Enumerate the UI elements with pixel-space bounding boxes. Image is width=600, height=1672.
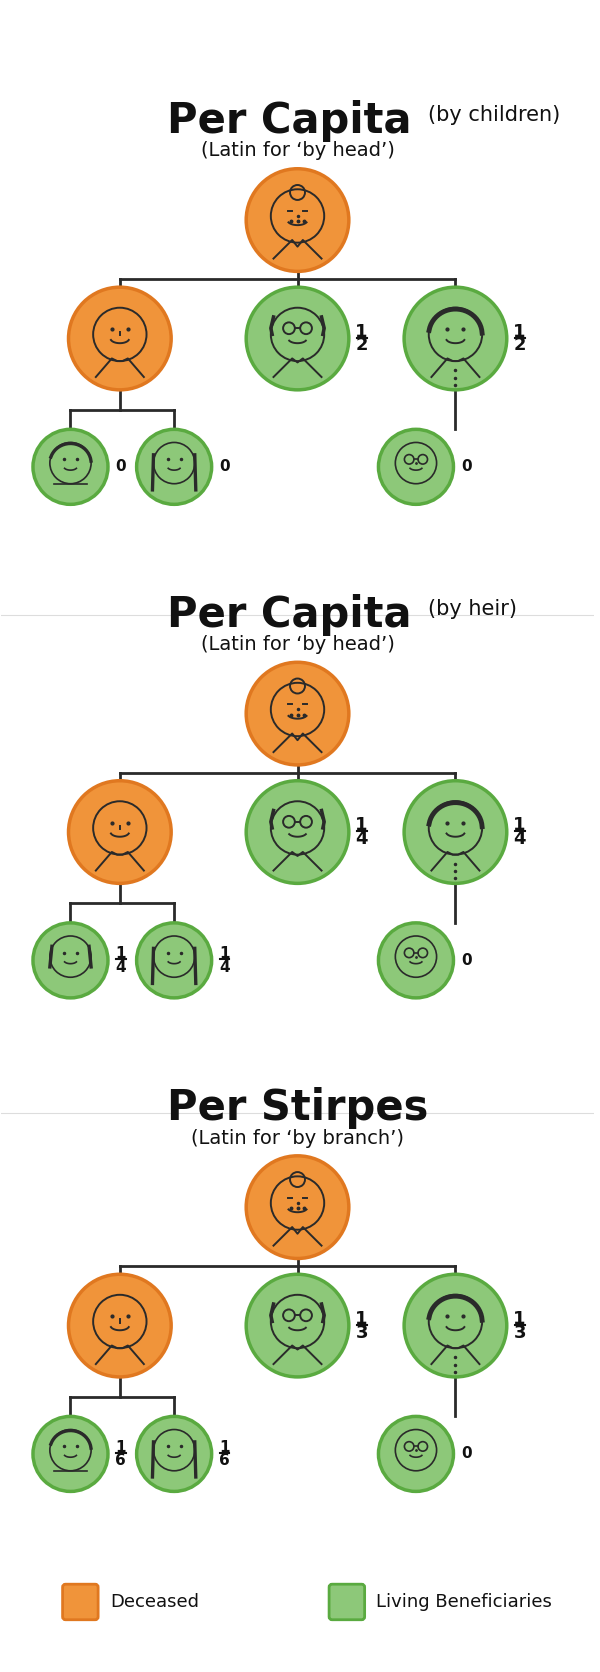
Text: 6: 6 <box>115 1453 126 1468</box>
Text: (Latin for ‘by head’): (Latin for ‘by head’) <box>200 635 394 654</box>
Circle shape <box>379 923 454 998</box>
Text: 6: 6 <box>219 1453 230 1468</box>
Text: 4: 4 <box>116 960 126 975</box>
Text: 1: 1 <box>514 1309 526 1328</box>
Text: 1: 1 <box>355 323 368 341</box>
Text: 2: 2 <box>514 336 526 354</box>
Text: 3: 3 <box>514 1324 526 1341</box>
Circle shape <box>246 781 349 883</box>
Text: 1: 1 <box>514 816 526 834</box>
Circle shape <box>137 430 212 505</box>
Text: 0: 0 <box>461 953 472 968</box>
Text: Deceased: Deceased <box>110 1593 199 1612</box>
Text: (Latin for ‘by head’): (Latin for ‘by head’) <box>200 142 394 161</box>
Text: 4: 4 <box>219 960 230 975</box>
Text: 0: 0 <box>461 460 472 475</box>
Text: 0: 0 <box>461 1446 472 1461</box>
Text: 3: 3 <box>355 1324 368 1341</box>
Text: 0: 0 <box>219 460 230 475</box>
Circle shape <box>246 662 349 764</box>
Circle shape <box>404 781 507 883</box>
Circle shape <box>246 288 349 390</box>
Circle shape <box>68 288 171 390</box>
Circle shape <box>246 1274 349 1378</box>
FancyBboxPatch shape <box>62 1583 98 1620</box>
Text: (Latin for ‘by branch’): (Latin for ‘by branch’) <box>191 1129 404 1147</box>
Text: 1: 1 <box>514 323 526 341</box>
Text: 4: 4 <box>514 829 526 848</box>
Circle shape <box>379 430 454 505</box>
Text: 2: 2 <box>355 336 368 354</box>
Text: 1: 1 <box>219 1440 230 1455</box>
Circle shape <box>404 1274 507 1378</box>
Circle shape <box>68 781 171 883</box>
Text: 1: 1 <box>355 816 368 834</box>
Circle shape <box>246 169 349 271</box>
Text: Living Beneficiaries: Living Beneficiaries <box>376 1593 553 1612</box>
Text: 0: 0 <box>116 460 126 475</box>
Text: 4: 4 <box>355 829 368 848</box>
Text: 1: 1 <box>219 946 230 961</box>
Text: 1: 1 <box>355 1309 368 1328</box>
FancyBboxPatch shape <box>329 1583 365 1620</box>
Circle shape <box>379 1416 454 1491</box>
Circle shape <box>33 923 108 998</box>
Text: 1: 1 <box>116 1440 126 1455</box>
Circle shape <box>137 923 212 998</box>
Text: Per Capita: Per Capita <box>167 100 412 142</box>
Circle shape <box>33 1416 108 1491</box>
Circle shape <box>246 1155 349 1259</box>
Text: 1: 1 <box>116 946 126 961</box>
Text: Per Capita: Per Capita <box>167 594 412 635</box>
Circle shape <box>33 430 108 505</box>
Circle shape <box>404 288 507 390</box>
Text: (by heir): (by heir) <box>428 599 517 619</box>
Text: Per Stirpes: Per Stirpes <box>167 1087 428 1129</box>
Text: (by children): (by children) <box>428 105 560 125</box>
Circle shape <box>68 1274 171 1378</box>
Circle shape <box>137 1416 212 1491</box>
